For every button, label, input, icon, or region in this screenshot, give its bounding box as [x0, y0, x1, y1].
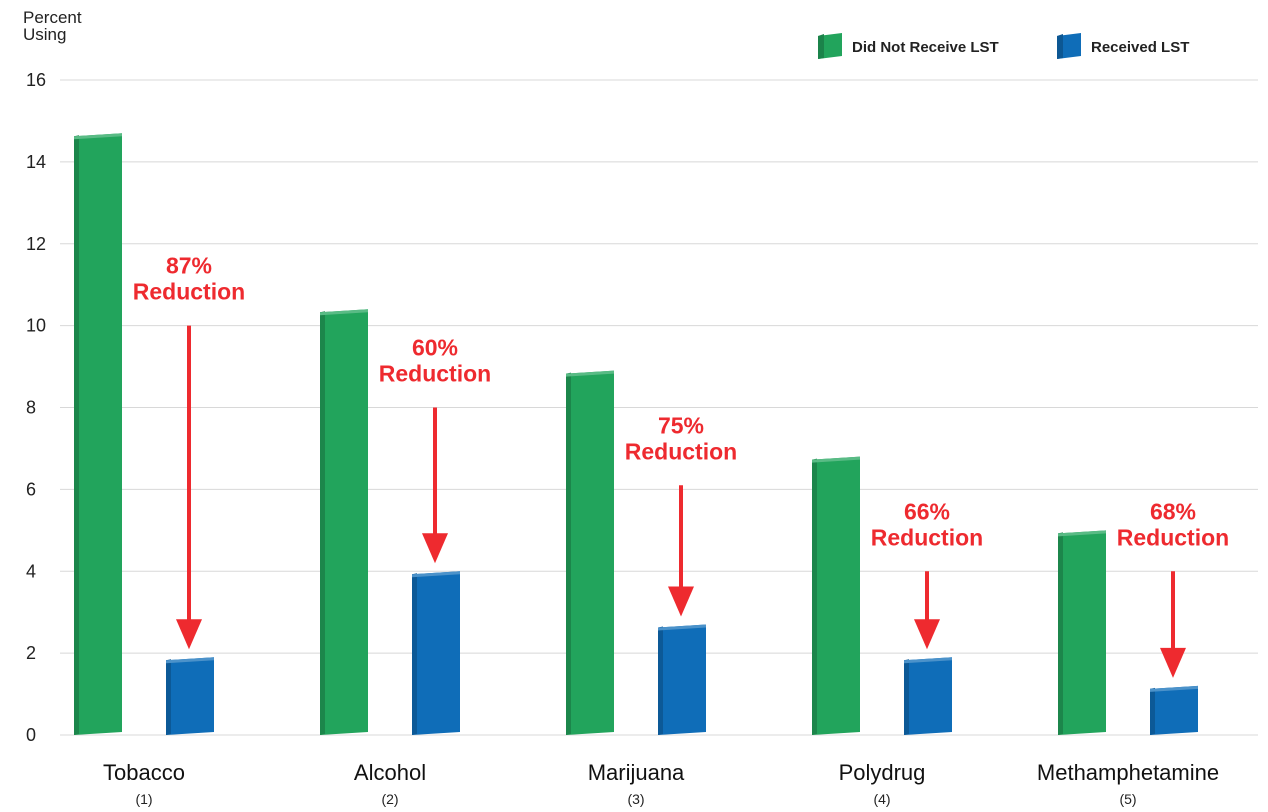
bar-polydrug-did-not-receive — [812, 456, 860, 735]
x-category-note: (3) — [627, 791, 644, 807]
y-tick-label: 2 — [26, 643, 36, 663]
bar-polydrug-received — [904, 657, 952, 735]
x-category-label: Alcohol — [354, 760, 426, 785]
bar-polydrug-did-not-receive-face — [812, 456, 860, 735]
x-category-label: Marijuana — [588, 760, 685, 785]
reduction-percent: 66% — [904, 498, 950, 524]
legend-entry: Received LST — [1091, 39, 1189, 56]
bar-alcohol-did-not-receive-top — [320, 309, 368, 316]
y-tick-label: 4 — [26, 561, 36, 581]
y-tick-label: 0 — [26, 725, 36, 745]
annotation-tobacco: 87%Reduction — [133, 253, 245, 650]
annotation-marijuana: 75%Reduction — [625, 412, 737, 617]
annotation-polydrug: 66%Reduction — [871, 498, 983, 650]
bar-marijuana-did-not-receive-face — [566, 370, 614, 735]
reduction-percent: 68% — [1150, 498, 1196, 524]
bar-marijuana-received — [658, 624, 706, 735]
annotation-alcohol: 60%Reduction — [379, 335, 491, 564]
bar-tobacco-did-not-receive-face — [74, 133, 122, 735]
bar-marijuana-received-top — [658, 624, 706, 631]
bar-marijuana-did-not-receive-top — [566, 370, 614, 377]
reduction-arrow-head — [176, 619, 202, 650]
reduction-label: Reduction — [871, 524, 983, 550]
bar-alcohol-received — [412, 571, 460, 735]
reduction-percent: 60% — [412, 335, 458, 361]
bar-tobacco-received-top — [166, 657, 214, 664]
bar-marijuana-did-not-receive — [566, 370, 614, 735]
bar-alcohol-did-not-receive — [320, 309, 368, 735]
x-category-note: (1) — [135, 791, 152, 807]
bar-alcohol-received-side — [412, 573, 417, 735]
reduction-percent: 87% — [166, 253, 212, 279]
bar-tobacco-received — [166, 657, 214, 735]
bar-polydrug-did-not-receive-top — [812, 456, 860, 463]
x-category-label: Tobacco — [103, 760, 185, 785]
legend-swatch-shade — [818, 34, 824, 59]
bar-methamphetamine-received-face — [1150, 685, 1198, 735]
bar-marijuana-received-face — [658, 624, 706, 735]
reduction-label: Reduction — [379, 361, 491, 387]
bar-methamphetamine-received-side — [1150, 687, 1155, 735]
reduction-arrow-head — [668, 586, 694, 617]
bars — [74, 133, 1198, 735]
legend-entry: Did Not Receive LST — [852, 39, 999, 56]
bar-methamphetamine-did-not-receive-top — [1058, 530, 1106, 537]
bar-polydrug-did-not-receive-side — [812, 458, 817, 735]
legend: Did Not Receive LST Received LST — [818, 33, 1189, 59]
bar-methamphetamine-received-top — [1150, 685, 1198, 692]
reduction-label: Reduction — [625, 438, 737, 464]
reduction-label: Reduction — [1117, 524, 1229, 550]
y-axis-label-line: Using — [23, 25, 66, 44]
reduction-arrow-head — [422, 533, 448, 564]
reduction-label: Reduction — [133, 279, 245, 305]
gridlines — [60, 79, 1258, 736]
y-tick-label: 12 — [26, 234, 46, 254]
x-category-note: (2) — [381, 791, 398, 807]
x-axis-categories: Tobacco (1) Alcohol (2) Marijuana (3) Polydrug… — [103, 760, 1219, 807]
bar-polydrug-received-face — [904, 657, 952, 735]
y-axis-label-line: Percent — [23, 8, 82, 27]
bar-marijuana-did-not-receive-side — [566, 372, 571, 735]
bar-alcohol-did-not-receive-face — [320, 309, 368, 735]
bar-methamphetamine-did-not-receive — [1058, 530, 1106, 735]
bar-alcohol-did-not-receive-side — [320, 311, 325, 735]
bar-alcohol-received-face — [412, 571, 460, 735]
x-category-note: (4) — [873, 791, 890, 807]
reduction-arrow-head — [914, 619, 940, 650]
y-tick-label: 8 — [26, 398, 36, 418]
x-category-label: Methamphetamine — [1037, 760, 1219, 785]
bar-marijuana-received-side — [658, 626, 663, 735]
y-axis-ticks: 0 2 4 6 8 10 12 14 16 — [26, 70, 46, 745]
reduction-annotations: 87%Reduction60%Reduction75%Reduction66%R… — [133, 253, 1229, 678]
bar-methamphetamine-did-not-receive-side — [1058, 532, 1063, 735]
reduction-percent: 75% — [658, 412, 704, 438]
annotation-methamphetamine: 68%Reduction — [1117, 498, 1229, 678]
bar-tobacco-received-side — [166, 659, 171, 735]
bar-tobacco-did-not-receive — [74, 133, 122, 735]
x-category-label: Polydrug — [839, 760, 926, 785]
bar-polydrug-received-top — [904, 657, 952, 664]
reduction-arrow-head — [1160, 647, 1186, 678]
y-tick-label: 6 — [26, 479, 36, 499]
bar-tobacco-did-not-receive-side — [74, 135, 79, 735]
bar-polydrug-received-side — [904, 659, 909, 735]
legend-swatch-shade — [1057, 34, 1063, 59]
y-tick-label: 10 — [26, 316, 46, 336]
y-tick-label: 14 — [26, 152, 46, 172]
bar-tobacco-did-not-receive-top — [74, 133, 122, 140]
bar-methamphetamine-received — [1150, 685, 1198, 735]
bar-alcohol-received-top — [412, 571, 460, 578]
bar-methamphetamine-did-not-receive-face — [1058, 530, 1106, 735]
bar-tobacco-received-face — [166, 657, 214, 735]
x-category-note: (5) — [1119, 791, 1136, 807]
y-tick-label: 16 — [26, 70, 46, 90]
